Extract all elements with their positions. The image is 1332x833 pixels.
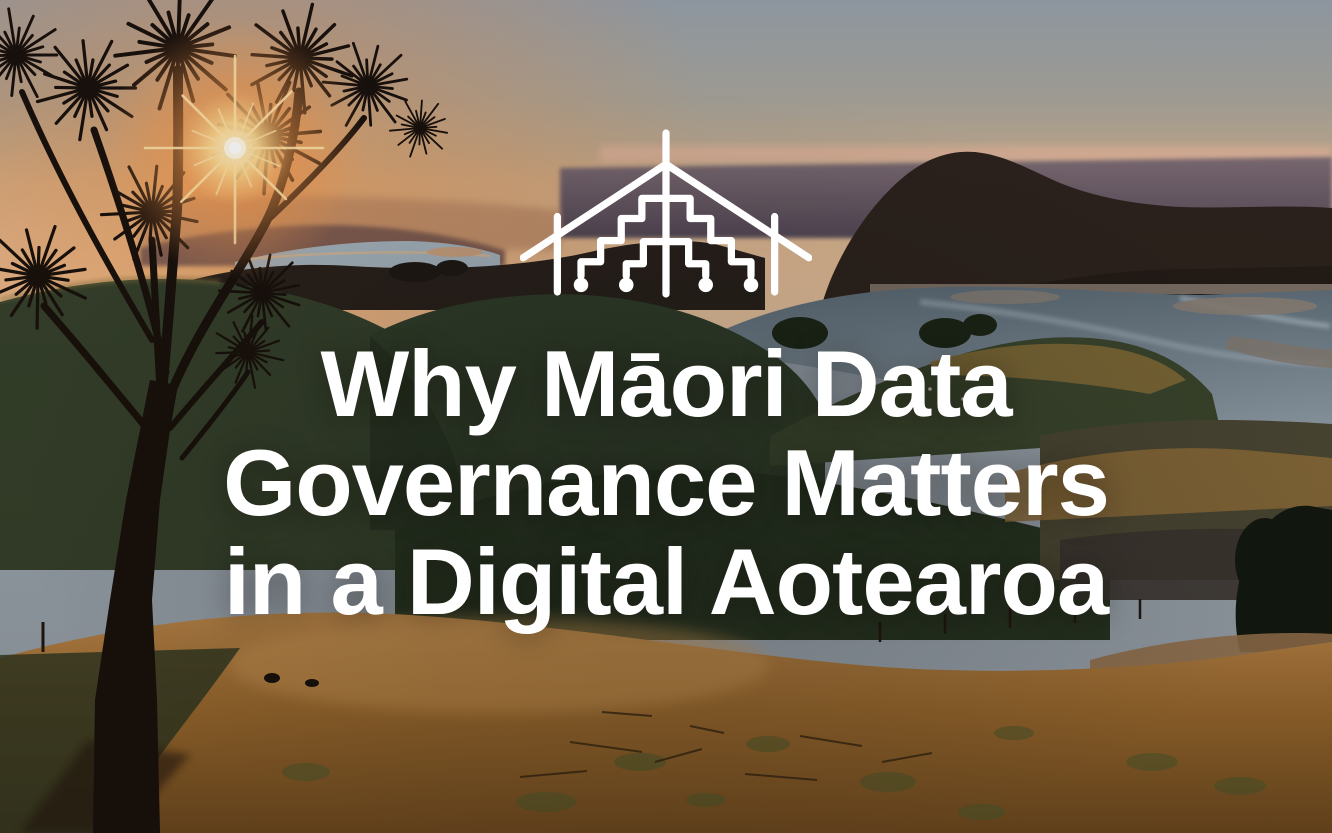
hero-title: Why Māori Data Governance Matters in a D…: [0, 334, 1332, 631]
logo-step-outer-right: [662, 194, 755, 280]
title-line-3: in a Digital Aotearoa: [223, 529, 1109, 634]
logo-step-outer-left: [577, 194, 670, 280]
sun-glare: [105, 18, 365, 278]
sheep-dots: [928, 387, 965, 401]
logo-left-bargeboard: [520, 160, 670, 262]
title-line-2: Governance Matters: [223, 430, 1110, 535]
green-hills: [0, 276, 1332, 640]
fence-posts: [41, 599, 1142, 652]
logo-right-bargeboard: [662, 160, 812, 262]
dark-bush: [1235, 505, 1332, 652]
wharenui-poutama-circuit-logo: [520, 129, 812, 298]
title-line-1: Why Māori Data: [320, 331, 1012, 436]
cattle-dots: [264, 673, 319, 687]
headlands: [160, 240, 765, 310]
foreground-grass: [0, 599, 1332, 833]
logo-step-inner-right: [662, 238, 710, 280]
logo-step-inner-left: [622, 238, 670, 280]
logo-circuit-nodes: [573, 277, 759, 293]
fallen-twigs: [519, 711, 933, 781]
